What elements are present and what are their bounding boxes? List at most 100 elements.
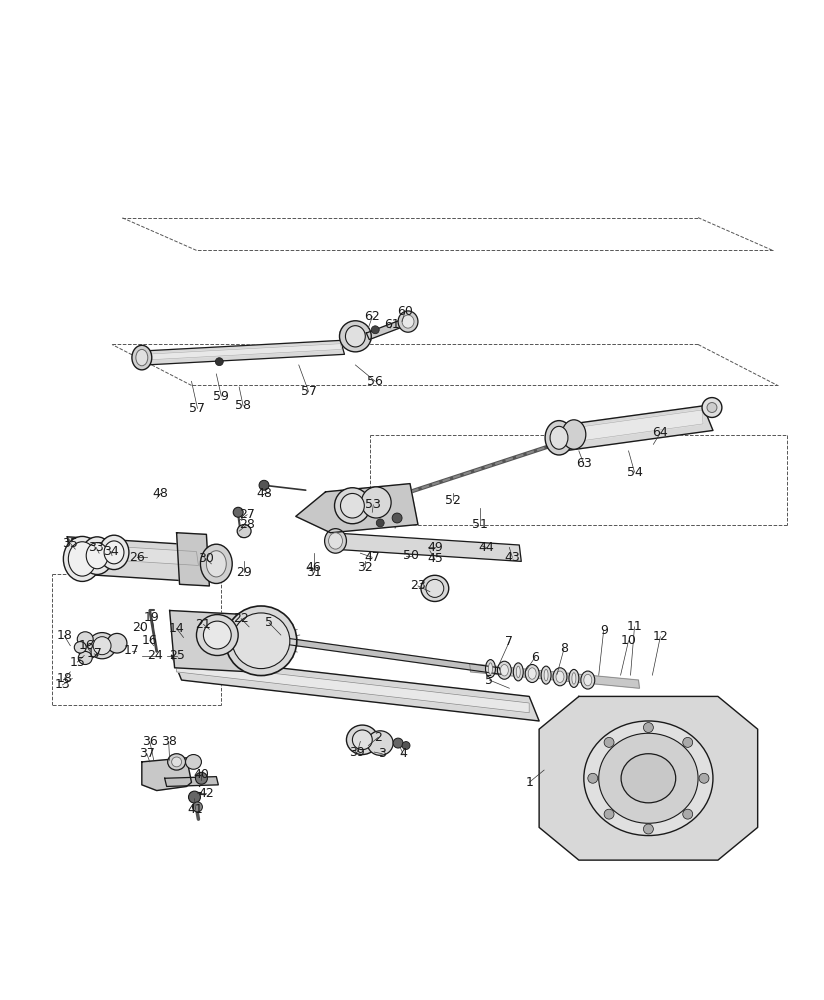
Ellipse shape [362,487,391,518]
Text: 28: 28 [239,518,255,531]
Circle shape [683,737,693,747]
Ellipse shape [167,754,185,770]
Ellipse shape [185,755,201,769]
Text: 44: 44 [479,541,494,554]
Text: 50: 50 [403,549,419,562]
Text: 64: 64 [653,426,668,439]
Ellipse shape [569,669,579,687]
Circle shape [393,738,403,748]
Circle shape [372,326,379,334]
Circle shape [707,403,717,412]
Ellipse shape [206,551,227,577]
Ellipse shape [63,536,101,581]
Polygon shape [142,340,344,365]
Text: 16: 16 [142,634,157,647]
Circle shape [683,809,693,819]
Circle shape [644,824,653,834]
Ellipse shape [87,543,108,569]
Polygon shape [367,318,408,340]
Text: 37: 37 [139,747,155,760]
Ellipse shape [421,575,449,601]
Text: 45: 45 [427,552,442,565]
Ellipse shape [346,725,378,755]
Ellipse shape [599,733,698,823]
Text: 36: 36 [142,735,157,748]
Circle shape [377,519,384,527]
Text: 21: 21 [195,618,211,631]
Ellipse shape [200,544,232,583]
Text: 3: 3 [378,747,386,760]
Polygon shape [330,533,522,561]
Ellipse shape [136,349,147,366]
Ellipse shape [204,621,232,649]
Text: 26: 26 [129,551,145,564]
Circle shape [259,480,269,490]
Text: 42: 42 [199,787,214,800]
Text: 20: 20 [132,621,147,634]
Ellipse shape [621,754,676,803]
Text: 35: 35 [63,537,78,550]
Text: 32: 32 [358,561,373,574]
Text: 12: 12 [653,630,668,643]
Polygon shape [68,537,201,582]
Text: 43: 43 [504,551,520,564]
Ellipse shape [368,731,393,755]
Text: 54: 54 [626,466,643,479]
Polygon shape [165,777,218,786]
Text: 23: 23 [410,579,426,592]
Ellipse shape [340,493,364,518]
Polygon shape [554,406,713,451]
Text: 60: 60 [397,305,413,318]
Text: 19: 19 [144,611,160,624]
Ellipse shape [426,579,444,597]
Circle shape [644,723,653,732]
Ellipse shape [562,420,586,449]
Ellipse shape [489,663,493,674]
Ellipse shape [107,633,127,653]
Text: 2: 2 [374,731,382,744]
Text: 5: 5 [485,674,494,687]
Ellipse shape [402,315,414,328]
Polygon shape [176,533,209,586]
Ellipse shape [196,615,238,656]
Text: 25: 25 [169,649,185,662]
Circle shape [195,772,208,784]
Text: 31: 31 [306,566,321,579]
Text: 17: 17 [87,647,102,660]
Ellipse shape [553,668,567,686]
Ellipse shape [82,537,113,574]
Ellipse shape [584,721,713,836]
Ellipse shape [353,730,372,750]
Polygon shape [555,410,703,444]
Polygon shape [142,758,191,791]
Ellipse shape [556,671,564,683]
Circle shape [392,513,402,523]
Circle shape [233,507,243,517]
Text: 11: 11 [626,620,643,633]
Text: 61: 61 [384,318,400,331]
Ellipse shape [584,674,592,686]
Circle shape [699,773,709,783]
Text: 1: 1 [525,776,533,789]
Text: 52: 52 [445,493,461,506]
Circle shape [604,737,614,747]
Ellipse shape [339,321,372,352]
Ellipse shape [572,673,576,684]
Text: 18: 18 [56,629,73,642]
Text: 10: 10 [620,634,636,647]
Text: 48: 48 [152,487,169,500]
Text: 17: 17 [124,644,140,657]
Ellipse shape [550,426,568,449]
Ellipse shape [132,345,152,370]
Text: 16: 16 [78,639,94,652]
Circle shape [193,802,203,812]
Ellipse shape [398,311,418,332]
Ellipse shape [77,632,93,647]
Text: 13: 13 [54,678,70,691]
Text: 14: 14 [169,622,185,635]
Polygon shape [470,664,639,688]
Circle shape [702,398,722,417]
Polygon shape [296,484,418,533]
Ellipse shape [517,666,520,678]
Text: 58: 58 [235,399,251,412]
